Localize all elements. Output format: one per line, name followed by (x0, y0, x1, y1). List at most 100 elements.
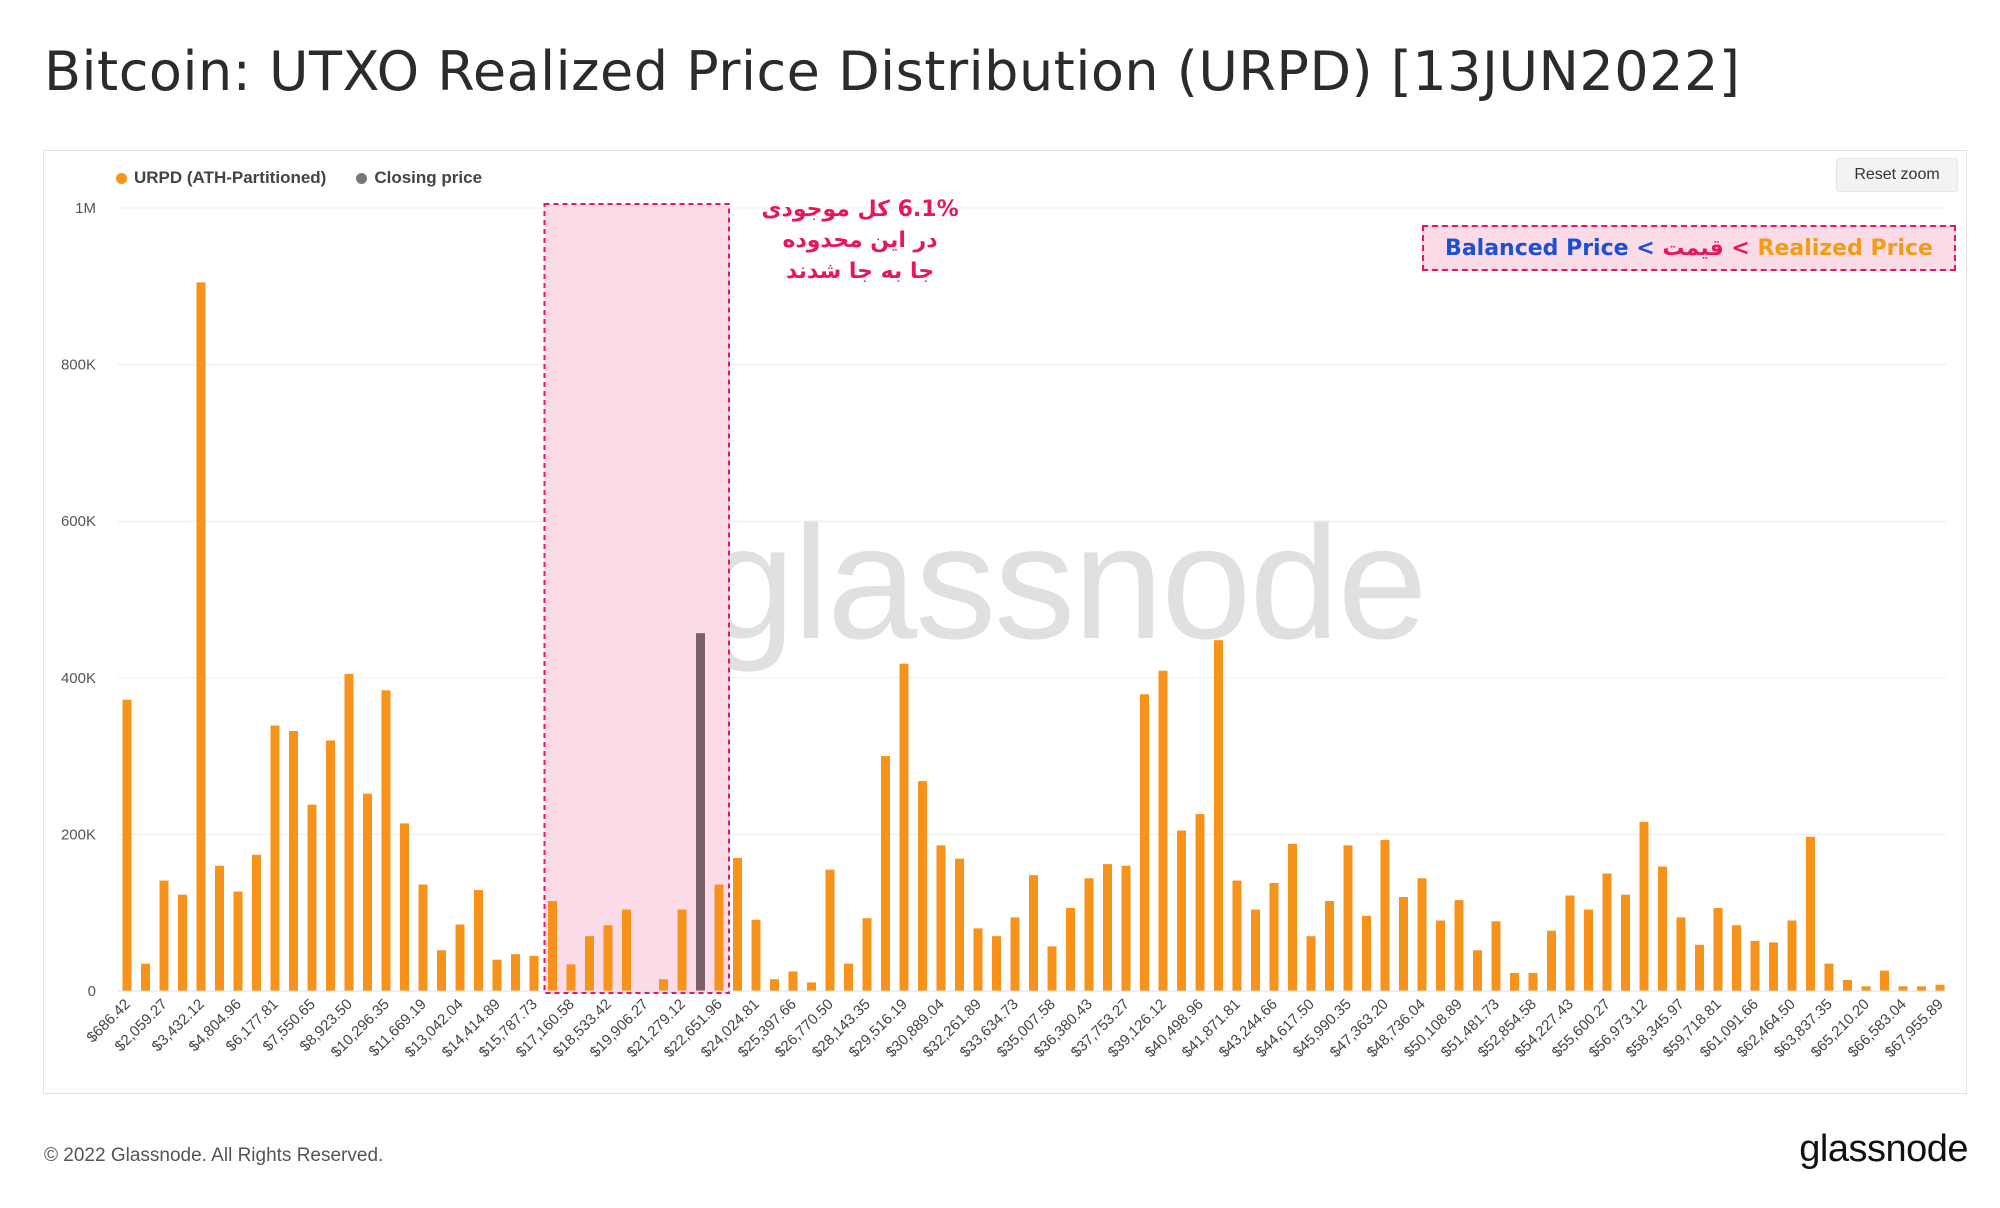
urpd-bar (1214, 640, 1223, 991)
urpd-bar (1454, 900, 1464, 991)
urpd-bar (1547, 930, 1556, 991)
urpd-bar (677, 909, 687, 991)
page-title: Bitcoin: UTXO Realized Price Distributio… (44, 40, 1741, 103)
urpd-bar (1602, 873, 1612, 991)
urpd-bar (862, 918, 872, 991)
y-tick-label: 400K (61, 670, 96, 687)
urpd-bar (936, 845, 946, 991)
urpd-bar (1565, 895, 1575, 991)
footer-copyright: © 2022 Glassnode. All Rights Reserved. (44, 1145, 384, 1166)
urpd-bar (1880, 970, 1889, 991)
urpd-bar (437, 950, 446, 991)
urpd-bar (1787, 920, 1797, 991)
legend-dot-closing-price (356, 172, 368, 184)
urpd-bar (992, 936, 1001, 991)
legend-label-closing-price: Closing price (374, 168, 483, 187)
urpd-bar (270, 725, 280, 991)
urpd-bar (1362, 915, 1371, 991)
urpd-bar (1121, 865, 1131, 991)
legend-label-urpd: URPD (ATH-Partitioned) (134, 168, 327, 187)
urpd-bar (1325, 900, 1334, 991)
urpd-bar (1695, 944, 1704, 991)
legend-dot-urpd (116, 172, 127, 184)
urpd-bar (1417, 878, 1427, 991)
glassnode-logo: glassnode (1799, 1128, 1968, 1170)
urpd-bar (585, 936, 594, 991)
price-relation-box: Balanced Price < قیمت < Realized Price (1422, 225, 1956, 271)
chart-legend: URPD (ATH-Partitioned) Closing price (116, 168, 482, 188)
urpd-bar (1713, 908, 1723, 991)
urpd-bar (1528, 972, 1538, 991)
urpd-bar (1584, 909, 1593, 991)
closing-price-bar (696, 633, 705, 991)
urpd-bar (807, 982, 816, 991)
urpd-bar (1269, 882, 1279, 991)
annotation-line-1: 6.1% کل موجودی (761, 197, 959, 222)
balanced-price-label: Balanced Price (1445, 235, 1629, 261)
urpd-bar (955, 858, 964, 991)
annotation-line-2: در این محدوده (782, 228, 938, 253)
urpd-bar (659, 979, 668, 991)
urpd-bar (1824, 963, 1834, 991)
urpd-bar (215, 865, 224, 991)
urpd-bar (381, 690, 391, 991)
urpd-bar (529, 955, 539, 991)
price-relation-separator-2: < (1723, 235, 1758, 261)
urpd-bar (1343, 845, 1353, 991)
urpd-bar (1843, 980, 1852, 991)
urpd-bar (548, 900, 557, 991)
urpd-bar (825, 869, 835, 991)
urpd-bar (1473, 950, 1482, 991)
urpd-bar (511, 954, 520, 991)
urpd-bar (1399, 897, 1408, 991)
y-tick-label: 600K (61, 513, 96, 530)
urpd-bar (178, 894, 187, 991)
urpd-bar (733, 857, 742, 991)
urpd-bar (844, 963, 853, 991)
urpd-bar (714, 884, 724, 991)
y-tick-label: 0 (88, 983, 96, 1000)
urpd-bar (1935, 984, 1945, 991)
urpd-bar (1658, 866, 1667, 991)
urpd-bar (1806, 836, 1815, 991)
urpd-bar (418, 884, 428, 991)
urpd-bar (1066, 908, 1075, 991)
urpd-bar (400, 823, 409, 991)
urpd-bar (899, 663, 909, 991)
urpd-bar (973, 928, 983, 991)
annotation-line-3: جا به جا شدند (785, 259, 935, 284)
urpd-bar (1288, 843, 1297, 991)
current-price-label: قیمت (1662, 235, 1724, 261)
legend-item-urpd[interactable]: URPD (ATH-Partitioned) (116, 168, 326, 188)
highlight-annotation: 6.1% کل موجودی در این محدوده جا به جا شد… (740, 194, 980, 287)
urpd-bar (1177, 830, 1186, 991)
urpd-bar (603, 925, 613, 991)
urpd-bar (455, 924, 465, 991)
urpd-bar (474, 889, 483, 991)
urpd-bar (1084, 878, 1094, 991)
urpd-bar (1047, 946, 1057, 991)
urpd-bar (1750, 940, 1760, 991)
urpd-bar (289, 731, 298, 991)
urpd-bar (1510, 972, 1519, 991)
price-relation-separator-1: < (1628, 235, 1663, 261)
urpd-bar (1010, 917, 1020, 991)
urpd-bar (1140, 694, 1149, 991)
urpd-bar (252, 854, 261, 991)
legend-item-closing-price[interactable]: Closing price (356, 168, 482, 188)
y-tick-label: 1M (75, 200, 96, 217)
urpd-bar (881, 756, 890, 991)
urpd-bar (344, 673, 354, 991)
urpd-bar (492, 959, 502, 991)
urpd-bar (196, 282, 206, 991)
urpd-bar (1436, 920, 1445, 991)
urpd-bar (622, 909, 631, 991)
urpd-bar (788, 971, 798, 991)
urpd-bar (1251, 909, 1260, 991)
urpd-bar (1491, 921, 1501, 991)
reset-zoom-button[interactable]: Reset zoom (1836, 158, 1958, 192)
urpd-bar (1861, 986, 1871, 991)
realized-price-label: Realized Price (1757, 235, 1933, 261)
urpd-bar (1917, 986, 1926, 991)
